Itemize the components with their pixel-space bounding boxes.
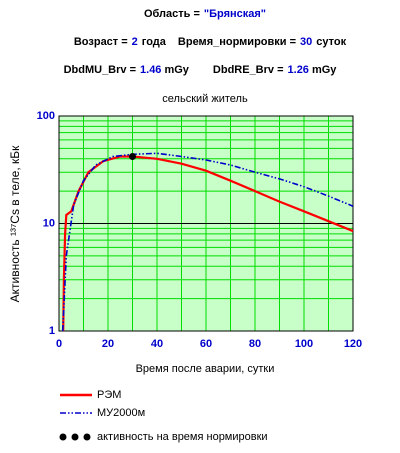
- label: Область =: [144, 8, 200, 20]
- marker: [129, 153, 136, 161]
- y-axis-label: Активность ¹³⁷Cs в теле, кБк: [8, 145, 22, 302]
- unit: суток: [316, 36, 346, 48]
- x-axis-label: Время после аварии, сутки: [136, 363, 275, 375]
- y-tick-label: 10: [43, 217, 55, 229]
- series-line: [61, 152, 353, 331]
- x-tick-label: 40: [151, 338, 163, 350]
- header-region: Область = "Брянская": [144, 8, 266, 20]
- legend-label: МУ2000м: [97, 407, 145, 419]
- y-tick-label: 100: [37, 110, 55, 122]
- chart-title: сельский житель: [162, 93, 248, 105]
- legend-marker: [59, 433, 67, 441]
- value: "Брянская": [204, 8, 266, 20]
- plot-border: [58, 115, 354, 332]
- header-params: Возраст = 2 года Время_нормировки = 30 суток: [74, 36, 347, 48]
- unit: года: [142, 36, 167, 48]
- plot-series: [61, 152, 353, 331]
- x-tick-label: 80: [249, 338, 261, 350]
- value: 1.46: [140, 64, 161, 76]
- header-doses: DbdMU_Brv = 1.46 mGy DbdRE_Brv = 1.26 mGy: [64, 64, 338, 76]
- x-tick-label: 20: [102, 338, 114, 350]
- unit: mGy: [164, 64, 189, 76]
- x-tick-label: 120: [344, 338, 362, 350]
- x-tick-label: 100: [295, 338, 313, 350]
- label: DbdMU_Brv =: [64, 64, 136, 76]
- legend-marker: [83, 433, 91, 441]
- label: Возраст =: [74, 36, 128, 48]
- y-tick-label: 1: [49, 325, 55, 337]
- value: 2: [132, 36, 138, 48]
- unit: mGy: [312, 64, 337, 76]
- legend-marker: [71, 433, 79, 441]
- x-tick-label: 0: [56, 338, 62, 350]
- label: Время_нормировки =: [178, 36, 296, 48]
- label: DbdRE_Brv =: [213, 64, 284, 76]
- x-tick-label: 60: [200, 338, 212, 350]
- value: 1.26: [288, 64, 309, 76]
- legend-label: активность на время нормировки: [97, 431, 268, 443]
- value: 30: [300, 36, 312, 48]
- legend-label: РЭМ: [97, 389, 121, 401]
